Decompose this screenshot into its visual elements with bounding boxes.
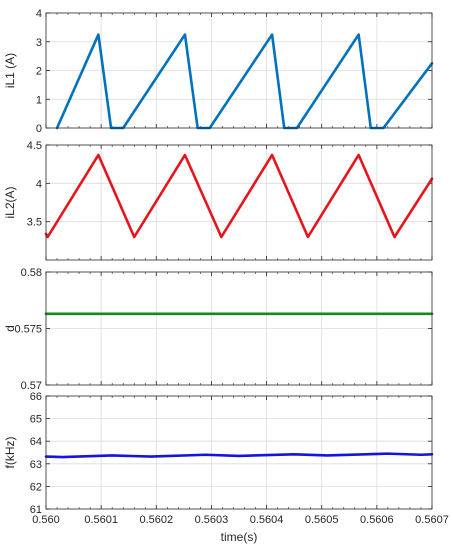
- x-axis-label: time(s): [221, 530, 258, 544]
- y-tick-label: 63: [30, 459, 42, 471]
- y-tick-label: 62: [30, 481, 42, 493]
- x-tick-label: 0.5606: [360, 514, 394, 526]
- x-tick-label: 0.5605: [305, 514, 339, 526]
- subplot-4: 61 62 63 64 65 66 f(kHz) 0.560 0.5601 0.5602 0.560…: [3, 391, 449, 544]
- plot-area: [46, 396, 432, 509]
- y-axis-label: iL1 (A): [3, 53, 17, 88]
- subplot-1: 0 1 2 3 4 iL1 (A): [3, 8, 434, 135]
- y-axis-label: f(kHz): [3, 437, 17, 469]
- y-tick-label: 3.5: [27, 217, 42, 229]
- x-tick-label: 0.5607: [415, 514, 449, 526]
- x-tick-label: 0.560: [32, 514, 60, 526]
- y-tick-label: 0.575: [14, 324, 42, 336]
- x-tick-label: 0.5601: [84, 514, 118, 526]
- y-axis-label: d: [3, 325, 17, 332]
- subplot-2: 3.5 4 4.5 iL2(A): [3, 140, 434, 261]
- y-tick-label: 2: [36, 66, 42, 78]
- series-line-1: [44, 153, 434, 239]
- y-tick-label: 4: [36, 8, 42, 20]
- y-tick-label: 3: [36, 37, 42, 49]
- axes-frame: [45, 395, 433, 510]
- y-tick-label: 1: [36, 94, 42, 106]
- x-tick-label: 0.5602: [139, 514, 173, 526]
- y-axis-label: iL2(A): [3, 186, 17, 218]
- x-tick-label: 0.5604: [250, 514, 284, 526]
- plot-area: [46, 145, 432, 260]
- y-tick-label: 66: [30, 391, 42, 403]
- y-tick-label: 4: [36, 178, 42, 190]
- axes-frame: [45, 12, 433, 129]
- y-tick-label: 64: [30, 436, 42, 448]
- subplot-3: 0.57 0.575 0.58 d: [3, 267, 434, 392]
- axes-frame: [45, 271, 433, 386]
- y-tick-label: 0.58: [21, 267, 42, 279]
- y-tick-label: 4.5: [27, 140, 42, 152]
- y-tick-label: 0.57: [21, 380, 42, 392]
- series-line-1: [44, 452, 434, 459]
- x-tick-label: 0.5603: [195, 514, 229, 526]
- y-tick-label: 61: [30, 504, 42, 516]
- axes-frame: [45, 144, 433, 261]
- y-tick-label: 65: [30, 414, 42, 426]
- y-tick-label: 0: [36, 123, 42, 135]
